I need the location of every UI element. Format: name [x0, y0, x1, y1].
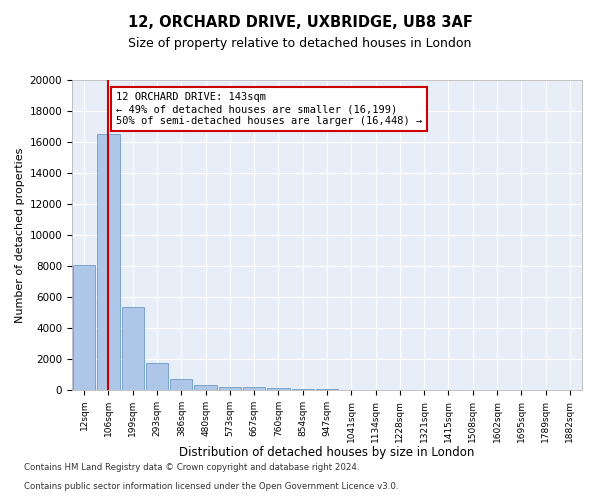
Text: 12, ORCHARD DRIVE, UXBRIDGE, UB8 3AF: 12, ORCHARD DRIVE, UXBRIDGE, UB8 3AF	[128, 15, 472, 30]
X-axis label: Distribution of detached houses by size in London: Distribution of detached houses by size …	[179, 446, 475, 459]
Bar	[170, 379, 193, 390]
Text: Contains HM Land Registry data © Crown copyright and database right 2024.: Contains HM Land Registry data © Crown c…	[24, 464, 359, 472]
Bar	[194, 384, 217, 390]
Bar	[243, 388, 265, 390]
Bar	[122, 307, 144, 390]
Bar	[316, 389, 338, 390]
Bar	[97, 134, 119, 390]
Text: Contains public sector information licensed under the Open Government Licence v3: Contains public sector information licen…	[24, 482, 398, 491]
Text: Size of property relative to detached houses in London: Size of property relative to detached ho…	[128, 38, 472, 51]
Bar	[73, 265, 95, 390]
Bar	[218, 386, 241, 390]
Y-axis label: Number of detached properties: Number of detached properties	[16, 148, 25, 322]
Bar	[267, 388, 290, 390]
Bar	[146, 363, 168, 390]
Text: 12 ORCHARD DRIVE: 143sqm
← 49% of detached houses are smaller (16,199)
50% of se: 12 ORCHARD DRIVE: 143sqm ← 49% of detach…	[116, 92, 422, 126]
Bar	[292, 388, 314, 390]
